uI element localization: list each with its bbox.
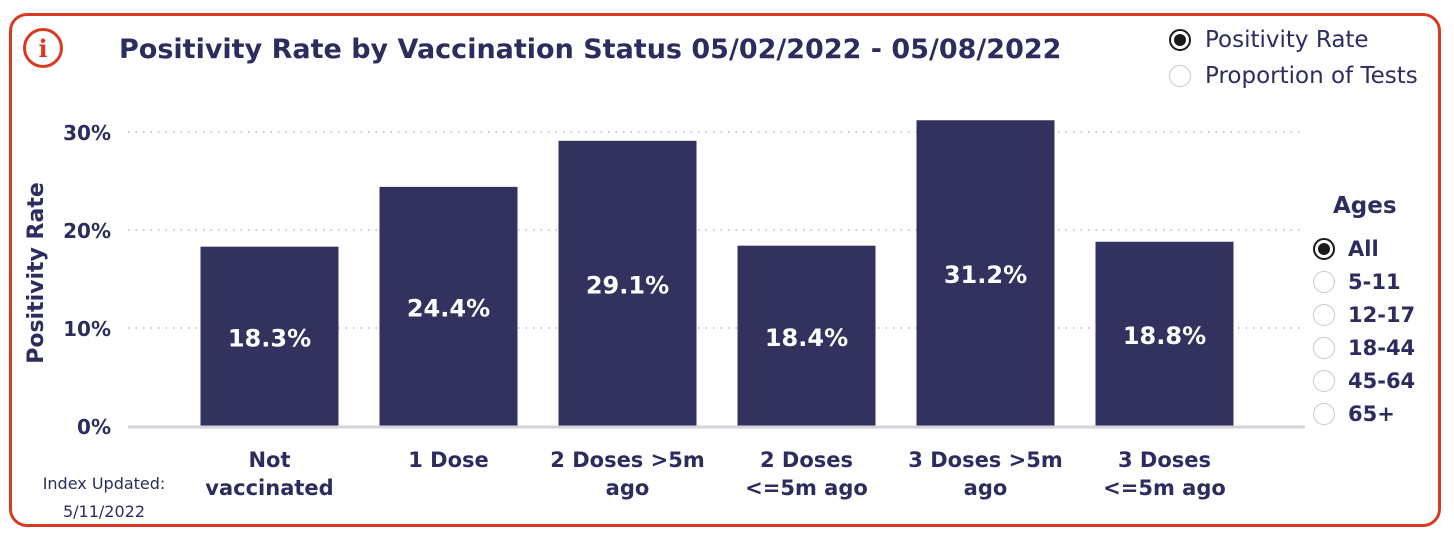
metric-option-positivity-rate[interactable]: Positivity Rate <box>1169 27 1369 53</box>
index-updated-date: 5/11/2022 <box>62 502 146 521</box>
card-frame <box>9 13 1441 527</box>
metric-option-label: Proportion of Tests <box>1205 63 1418 89</box>
age-option-18-44[interactable]: 18-44 <box>1313 336 1415 360</box>
x-category-label: ago <box>606 476 650 500</box>
age-option-65-plus[interactable]: 65+ <box>1313 402 1395 426</box>
x-category-label: 1 Dose <box>408 448 489 472</box>
age-option-12-17[interactable]: 12-17 <box>1313 303 1415 327</box>
x-category-label: vaccinated <box>205 476 333 500</box>
bar <box>737 245 876 426</box>
metric-option-label: Positivity Rate <box>1205 27 1369 53</box>
age-option-45-64[interactable]: 45-64 <box>1313 369 1415 393</box>
bar <box>1095 241 1234 426</box>
x-category-label: <=5m ago <box>1103 476 1226 500</box>
bar-data-label: 31.2% <box>944 261 1027 289</box>
bar-data-label: 18.8% <box>1123 322 1206 350</box>
age-option-label: All <box>1348 237 1379 261</box>
x-category-label: 2 Doses <box>760 448 853 472</box>
bar <box>379 186 518 426</box>
radio-unselected-icon <box>1313 271 1335 293</box>
index-updated-label: Index Updated: <box>42 474 166 493</box>
age-option-label: 5-11 <box>1348 270 1401 294</box>
age-option-label: 12-17 <box>1348 303 1416 327</box>
ages-filter-title: Ages <box>1333 193 1397 219</box>
x-category-label: 2 Doses >5m <box>550 448 704 472</box>
bar-data-label: 24.4% <box>407 294 490 322</box>
y-tick-label: 0% <box>77 415 111 439</box>
radio-selected-icon <box>1313 238 1335 260</box>
y-tick-label: 20% <box>63 219 111 243</box>
radio-unselected-icon <box>1313 304 1335 326</box>
y-axis-title: Positivity Rate <box>24 182 49 364</box>
bar <box>558 140 697 426</box>
radio-unselected-icon <box>1313 370 1335 392</box>
x-category-label: <=5m ago <box>745 476 868 500</box>
info-icon[interactable]: i <box>23 28 63 68</box>
x-category-label: 3 Doses >5m <box>908 448 1062 472</box>
y-tick-label: 30% <box>63 121 111 145</box>
age-option-label: 65+ <box>1348 402 1395 426</box>
age-option-label: 45-64 <box>1348 369 1416 393</box>
y-tick-label: 10% <box>63 317 111 341</box>
bar <box>916 120 1055 427</box>
x-category-label: 3 Doses <box>1118 448 1211 472</box>
index-updated: Index Updated: 5/11/2022 <box>30 470 178 526</box>
radio-unselected-icon <box>1169 65 1191 87</box>
age-option-label: 18-44 <box>1348 336 1416 360</box>
bar-data-label: 18.4% <box>765 324 848 352</box>
age-option-5-11[interactable]: 5-11 <box>1313 270 1401 294</box>
radio-unselected-icon <box>1313 337 1335 359</box>
metric-option-proportion-of-tests[interactable]: Proportion of Tests <box>1169 63 1418 89</box>
bar-data-label: 18.3% <box>228 324 311 352</box>
bar-data-label: 29.1% <box>586 271 669 299</box>
radio-unselected-icon <box>1313 403 1335 425</box>
bar <box>200 246 339 426</box>
chart-title: Positivity Rate by Vaccination Status 05… <box>119 34 1062 65</box>
radio-selected-icon <box>1169 29 1191 51</box>
x-category-label: ago <box>964 476 1008 500</box>
age-option-all[interactable]: All <box>1313 237 1379 261</box>
x-category-label: Not <box>248 448 290 472</box>
